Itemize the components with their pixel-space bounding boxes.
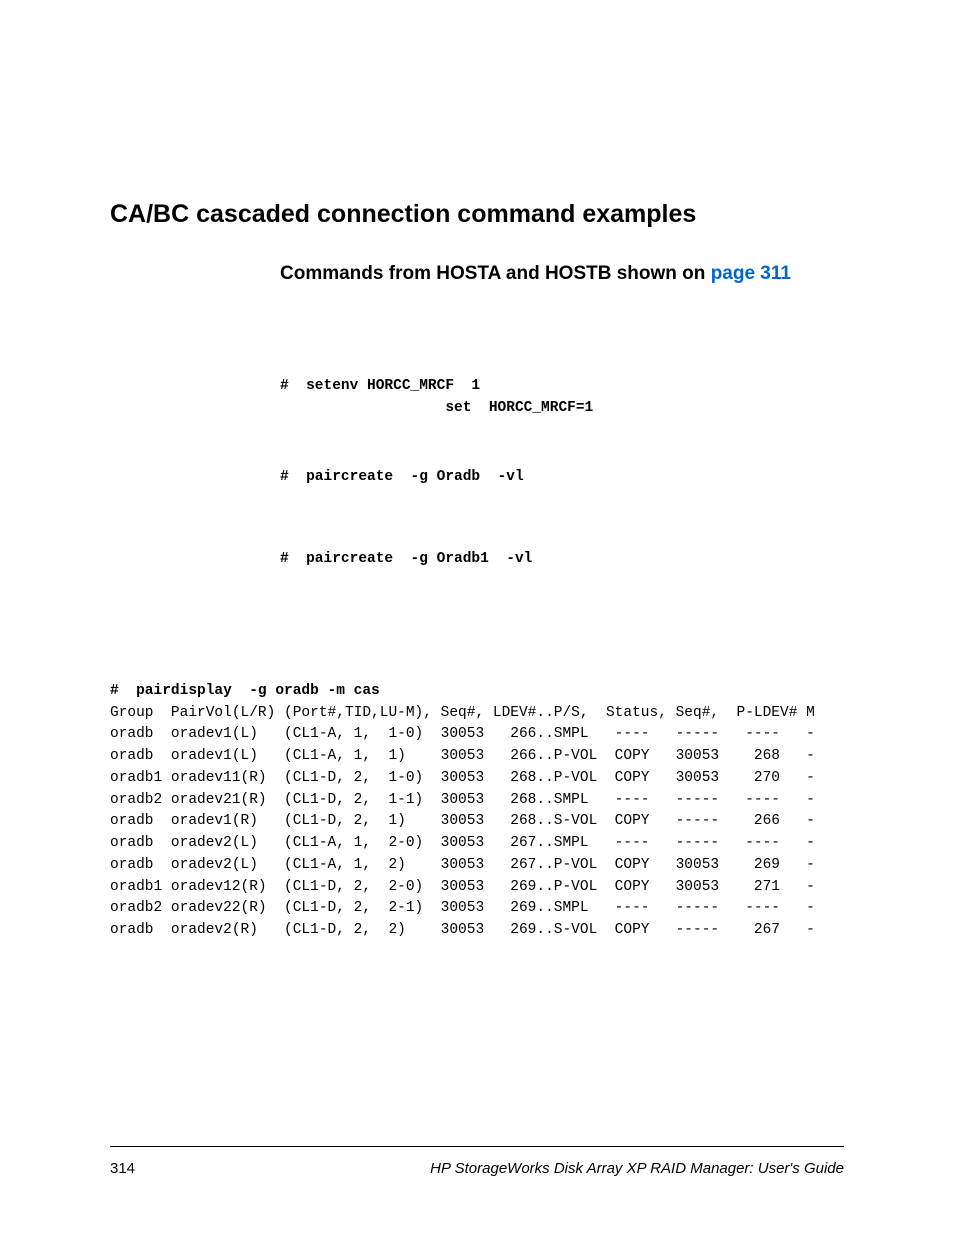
document-page: CA/BC cascaded connection command exampl… [0, 0, 954, 1235]
footer-rule [110, 1146, 844, 1147]
table-row: oradb oradev2(L) (CL1-A, 1, 2) 30053 267… [110, 855, 844, 877]
heading-1: CA/BC cascaded connection command exampl… [110, 200, 844, 229]
table-row: oradb oradev1(L) (CL1-A, 1, 1) 30053 266… [110, 746, 844, 768]
command-pairdisplay: # pairdisplay -g oradb -m cas [110, 681, 844, 703]
table-row: oradb1 oradev12(R) (CL1-D, 2, 2-0) 30053… [110, 877, 844, 899]
command-setenv: # setenv HORCC_MRCF 1 [280, 375, 844, 397]
table-row: oradb oradev2(L) (CL1-A, 1, 2-0) 30053 2… [110, 833, 844, 855]
table-row: oradb2 oradev22(R) (CL1-D, 2, 2-1) 30053… [110, 898, 844, 920]
subheading-text: Commands from HOSTA and HOSTB shown on [280, 263, 711, 284]
table-row: oradb oradev2(R) (CL1-D, 2, 2) 30053 269… [110, 920, 844, 942]
page-footer: 314 HP StorageWorks Disk Array XP RAID M… [110, 1160, 844, 1177]
footer-title: HP StorageWorks Disk Array XP RAID Manag… [430, 1160, 844, 1177]
table-header: Group PairVol(L/R) (Port#,TID,LU-M), Seq… [110, 703, 844, 725]
command-paircreate-oradb1: # paircreate -g Oradb1 -vl [280, 548, 844, 570]
table-row: oradb oradev1(R) (CL1-D, 2, 1) 30053 268… [110, 811, 844, 833]
page-link[interactable]: page 311 [711, 263, 791, 284]
table-row: oradb1 oradev11(R) (CL1-D, 2, 1-0) 30053… [110, 768, 844, 790]
command-paircreate-oradb: # paircreate -g Oradb -vl [280, 466, 844, 488]
command-set: set HORCC_MRCF=1 [280, 397, 844, 419]
heading-2: Commands from HOSTA and HOSTB shown on p… [280, 263, 844, 285]
table-row: oradb2 oradev21(R) (CL1-D, 2, 1-1) 30053… [110, 790, 844, 812]
page-number: 314 [110, 1160, 135, 1177]
table-row: oradb oradev1(L) (CL1-A, 1, 1-0) 30053 2… [110, 724, 844, 746]
